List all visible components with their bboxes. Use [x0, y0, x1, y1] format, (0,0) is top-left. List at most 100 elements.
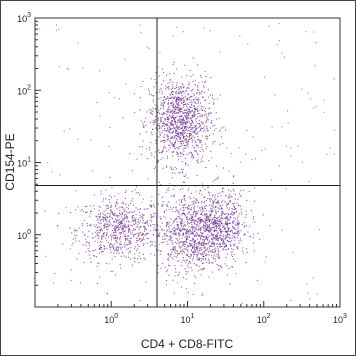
data-point — [183, 130, 185, 132]
data-point — [157, 225, 159, 227]
data-point — [213, 129, 215, 131]
data-point — [176, 218, 178, 220]
data-point — [216, 220, 218, 222]
data-point — [222, 226, 224, 228]
data-point — [218, 250, 220, 252]
data-point — [164, 128, 166, 130]
data-point — [164, 99, 166, 101]
data-point — [129, 153, 131, 155]
data-point — [113, 232, 115, 234]
data-point — [219, 205, 221, 207]
data-point — [195, 96, 197, 98]
data-point — [193, 253, 195, 255]
data-point — [86, 205, 88, 207]
data-point — [174, 228, 176, 230]
data-point — [183, 243, 185, 245]
data-point — [149, 219, 151, 221]
data-point — [93, 255, 95, 257]
data-point — [203, 197, 205, 199]
data-point — [151, 132, 153, 134]
data-point — [168, 254, 170, 256]
data-point — [175, 139, 177, 141]
data-point — [192, 74, 194, 76]
data-point — [122, 201, 124, 203]
data-point — [185, 270, 187, 272]
data-point — [208, 229, 210, 231]
data-point — [115, 215, 117, 217]
data-point — [200, 230, 202, 232]
data-point — [138, 246, 140, 248]
data-point — [201, 267, 203, 269]
data-point — [99, 207, 101, 209]
data-point — [69, 227, 71, 229]
data-point — [246, 199, 248, 201]
data-point — [202, 253, 204, 255]
data-point — [174, 185, 176, 187]
data-point — [202, 155, 204, 157]
data-point — [165, 141, 167, 143]
data-point — [150, 253, 152, 255]
data-point — [181, 143, 183, 145]
data-point — [179, 229, 181, 231]
data-point — [70, 279, 72, 281]
data-point — [203, 91, 205, 93]
data-point — [166, 269, 168, 271]
data-point — [105, 205, 107, 207]
data-point — [181, 220, 183, 222]
data-point — [102, 200, 104, 202]
data-point — [202, 235, 204, 237]
data-point — [206, 130, 208, 132]
data-point — [187, 251, 189, 253]
data-point — [218, 244, 220, 246]
data-point — [224, 129, 226, 131]
data-point — [176, 26, 178, 28]
data-point — [124, 242, 126, 244]
data-point — [192, 121, 194, 123]
data-point — [142, 244, 144, 246]
data-point — [149, 204, 151, 206]
data-point — [120, 222, 122, 224]
data-point — [185, 145, 187, 147]
data-point — [150, 216, 152, 218]
data-point — [199, 247, 201, 249]
data-point — [183, 96, 185, 98]
data-point — [183, 181, 185, 183]
data-point — [207, 229, 209, 231]
data-point — [182, 257, 184, 259]
data-point — [159, 127, 161, 129]
data-point — [168, 97, 170, 99]
data-point — [232, 211, 234, 213]
data-point — [166, 222, 168, 224]
data-point — [200, 129, 202, 131]
data-point — [169, 127, 171, 129]
data-point — [196, 131, 198, 133]
data-point — [106, 293, 108, 295]
data-point — [194, 130, 196, 132]
data-point — [160, 250, 162, 252]
data-point — [200, 228, 202, 230]
data-point — [182, 148, 184, 150]
data-point — [203, 129, 205, 131]
y-tick-label: 103 — [17, 12, 31, 24]
data-point — [202, 160, 204, 162]
data-point — [179, 204, 181, 206]
data-point — [203, 268, 205, 270]
data-point — [194, 133, 196, 135]
data-point — [211, 227, 213, 229]
data-point — [198, 235, 200, 237]
data-point — [183, 212, 185, 214]
data-point — [105, 226, 107, 228]
data-point — [179, 104, 181, 106]
data-point — [185, 115, 187, 117]
data-point — [221, 136, 223, 138]
data-point — [185, 203, 187, 205]
data-point — [220, 235, 222, 237]
data-point — [188, 106, 190, 108]
data-point — [205, 148, 207, 150]
data-point — [106, 222, 108, 224]
data-point — [200, 158, 202, 160]
data-point — [185, 288, 187, 290]
data-point — [177, 240, 179, 242]
data-point — [170, 102, 172, 104]
data-point — [169, 102, 171, 104]
